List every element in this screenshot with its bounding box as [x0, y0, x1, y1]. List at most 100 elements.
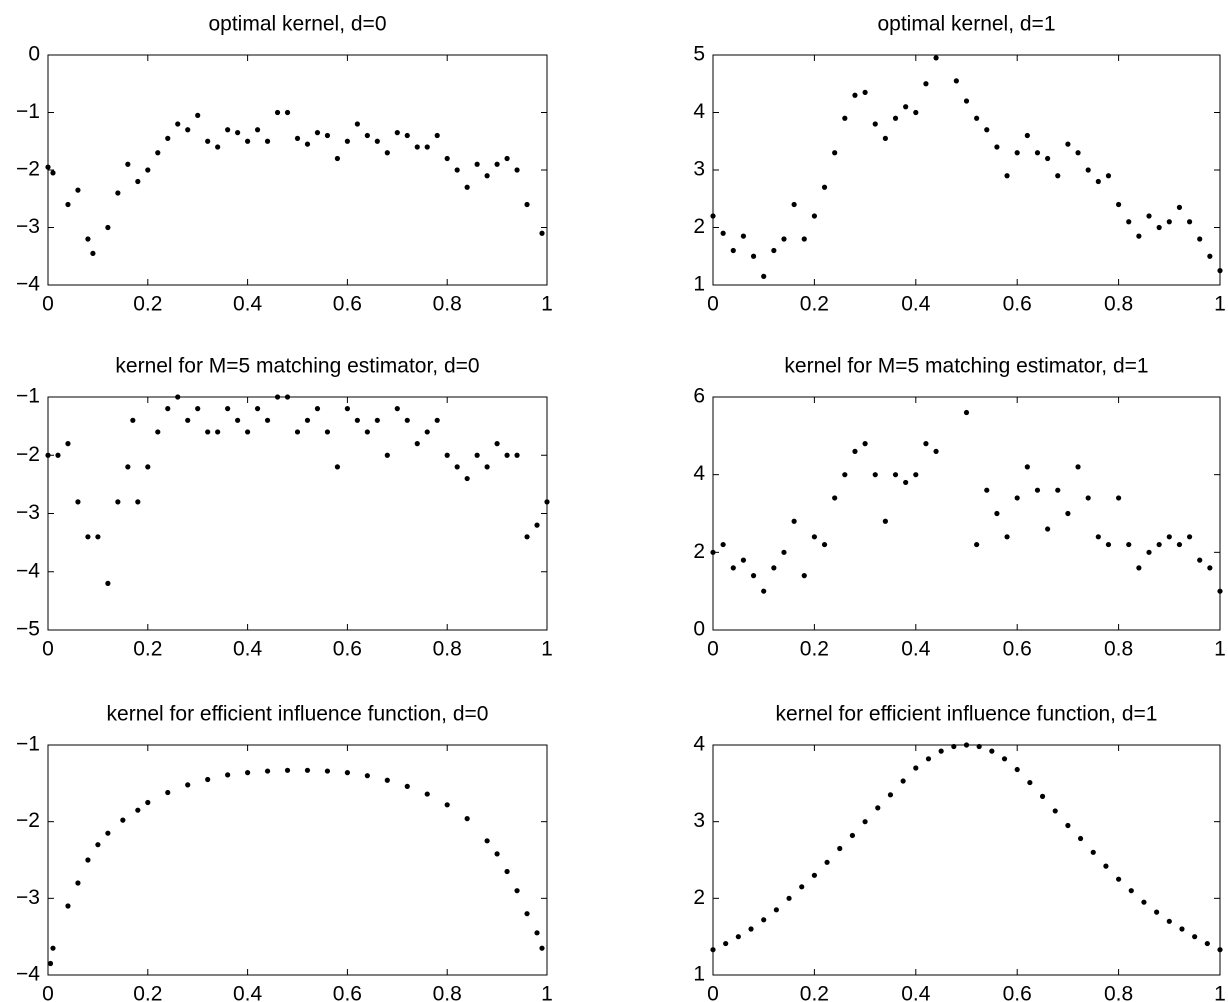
y-tick-label: 2 — [693, 540, 705, 563]
data-point — [740, 557, 747, 563]
data-point — [1217, 268, 1223, 274]
x-tick-label: 0.6 — [333, 638, 362, 661]
y-tick-label: −4 — [16, 273, 40, 296]
y-tick-label: −1 — [16, 100, 40, 123]
data-point — [494, 441, 500, 447]
data-point — [254, 406, 261, 412]
data-point — [304, 141, 311, 147]
panel-title: kernel for M=5 matching estimator, d=1 — [784, 355, 1148, 378]
data-point — [65, 441, 71, 447]
x-tick-label: 0.4 — [901, 293, 931, 316]
data-point — [494, 161, 500, 167]
data-point — [324, 429, 331, 435]
data-point — [824, 859, 830, 865]
data-point — [539, 945, 545, 951]
data-point — [504, 868, 510, 875]
data-point — [1014, 150, 1020, 156]
y-tick-label: −4 — [16, 963, 40, 986]
data-point — [185, 782, 191, 788]
data-point — [254, 127, 261, 133]
data-point — [786, 895, 792, 901]
data-point — [464, 816, 470, 822]
data-point — [963, 742, 970, 748]
data-point — [75, 187, 81, 193]
data-point — [710, 947, 716, 953]
data-point — [852, 92, 858, 98]
y-tick-label: 4 — [693, 733, 705, 756]
data-point — [1207, 565, 1213, 571]
x-tick-label: 0.6 — [1003, 293, 1032, 316]
data-point — [974, 115, 980, 121]
data-point — [155, 429, 161, 435]
data-point — [1024, 464, 1030, 470]
y-tick-label: −2 — [16, 158, 40, 181]
data-point — [95, 534, 101, 540]
data-point — [195, 406, 201, 412]
data-point — [892, 115, 899, 121]
data-point — [882, 135, 888, 141]
data-point — [165, 135, 171, 141]
data-point — [1128, 888, 1134, 894]
data-point — [454, 464, 460, 470]
data-point — [145, 167, 151, 173]
data-point — [984, 487, 990, 493]
data-point — [444, 452, 450, 458]
data-point — [953, 78, 959, 84]
data-point — [394, 130, 400, 136]
data-point — [444, 802, 450, 808]
x-tick-label: 1 — [1214, 293, 1226, 316]
data-point — [963, 409, 970, 416]
data-point — [195, 112, 201, 118]
data-point — [900, 778, 906, 784]
panel-title: kernel for efficient influence function,… — [107, 703, 489, 726]
data-point — [90, 250, 96, 256]
data-point — [165, 789, 171, 796]
data-point — [464, 184, 470, 190]
x-tick-label: 0.2 — [800, 983, 829, 1002]
data-point — [135, 499, 141, 505]
data-point — [1105, 541, 1112, 548]
x-tick-label: 0.2 — [133, 638, 162, 661]
data-point — [748, 926, 754, 932]
y-tick-label: −1 — [16, 733, 40, 756]
data-point — [274, 394, 281, 400]
data-point — [524, 534, 530, 540]
data-point — [284, 394, 291, 400]
data-point — [125, 464, 131, 470]
data-point — [735, 934, 741, 940]
data-point — [1179, 926, 1185, 932]
x-tick-label: 0.2 — [133, 983, 162, 1002]
data-point — [852, 448, 858, 454]
data-point — [773, 907, 779, 913]
data-point — [1217, 588, 1223, 594]
data-point — [55, 452, 61, 458]
data-point — [65, 201, 71, 208]
data-point — [514, 888, 520, 894]
data-point — [424, 791, 430, 797]
data-point — [1065, 822, 1071, 829]
x-tick-label: 0.8 — [1104, 293, 1133, 316]
data-point — [294, 135, 301, 141]
data-point — [1204, 940, 1210, 947]
data-point — [984, 127, 990, 133]
data-point — [925, 756, 932, 762]
data-point — [414, 144, 420, 150]
data-point — [514, 167, 520, 173]
data-point — [1136, 565, 1142, 571]
x-tick-label: 0.2 — [800, 293, 829, 316]
data-point — [135, 807, 141, 813]
data-point — [1186, 219, 1193, 225]
y-tick-label: 4 — [693, 462, 705, 485]
data-point — [394, 406, 400, 412]
data-point — [974, 541, 980, 548]
data-point — [882, 518, 888, 524]
data-point — [165, 406, 171, 412]
y-tick-label: −5 — [16, 618, 40, 641]
data-point — [175, 394, 181, 400]
data-point — [155, 150, 161, 156]
data-point — [404, 783, 410, 790]
data-point — [1192, 934, 1198, 940]
data-point — [225, 772, 231, 778]
data-point — [1217, 947, 1223, 953]
data-point — [994, 144, 1000, 150]
